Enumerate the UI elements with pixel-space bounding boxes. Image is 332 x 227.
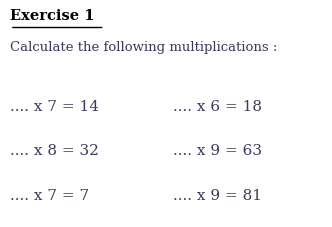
Text: .... x 7 = 7: .... x 7 = 7 xyxy=(10,188,89,202)
Text: .... x 9 = 81: .... x 9 = 81 xyxy=(173,188,262,202)
Text: .... x 9 = 63: .... x 9 = 63 xyxy=(173,143,262,157)
Text: Exercise 1: Exercise 1 xyxy=(10,9,95,23)
Text: .... x 7 = 14: .... x 7 = 14 xyxy=(10,100,99,114)
Text: Calculate the following multiplications :: Calculate the following multiplications … xyxy=(10,41,277,54)
Text: .... x 6 = 18: .... x 6 = 18 xyxy=(173,100,262,114)
Text: .... x 8 = 32: .... x 8 = 32 xyxy=(10,143,99,157)
